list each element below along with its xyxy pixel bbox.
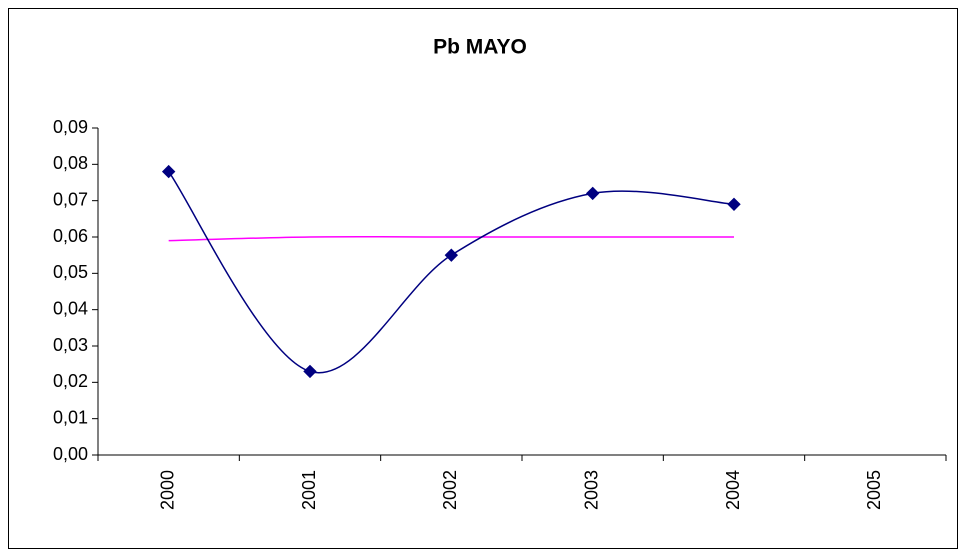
x-tick-label: 2002 — [440, 470, 460, 510]
y-tick-label: 0,04 — [53, 298, 88, 318]
data-point — [161, 164, 176, 179]
x-tick-label: 2003 — [581, 470, 601, 510]
series-line — [168, 171, 735, 374]
data-point — [585, 186, 600, 201]
y-tick-label: 0,03 — [53, 335, 88, 355]
y-tick-label: 0,00 — [53, 444, 88, 464]
y-tick-label: 0,09 — [53, 117, 88, 137]
data-point — [444, 248, 459, 262]
chart-title: Pb MAYO — [433, 36, 527, 59]
x-tick-label: 2001 — [299, 470, 319, 510]
x-tick-label: 2004 — [723, 470, 743, 510]
y-tick-label: 0,08 — [53, 153, 88, 173]
data-point — [303, 364, 317, 379]
x-tick-label: 2005 — [864, 470, 884, 510]
y-tick-label: 0,01 — [53, 407, 88, 427]
x-tick-label: 2000 — [157, 470, 177, 510]
y-tick-label: 0,07 — [53, 189, 88, 209]
y-tick-label: 0,05 — [53, 262, 88, 282]
series-line — [168, 235, 734, 242]
y-tick-label: 0,02 — [53, 371, 88, 391]
data-point — [727, 197, 741, 212]
chart-border — [8, 8, 958, 549]
y-tick-label: 0,06 — [53, 226, 88, 246]
